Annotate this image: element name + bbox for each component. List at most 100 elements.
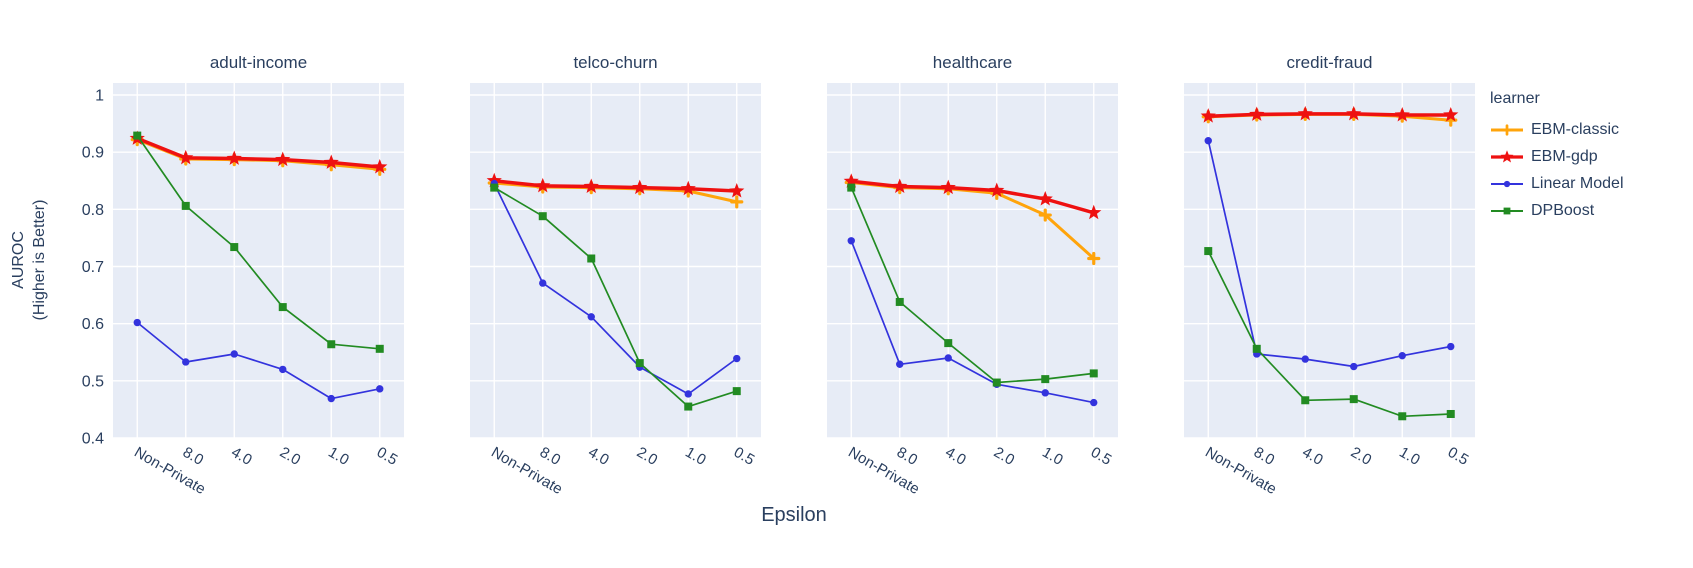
series-line-EBM-gdp	[136, 136, 380, 169]
y-axis-title-line2: (Higher is Better)	[31, 199, 48, 321]
series-line-DPBoost	[850, 187, 1094, 384]
legend: learner EBM-classic EBM-gdp Linear Model DP…	[1490, 90, 1624, 224]
x-tick-label: 8.0	[1251, 444, 1278, 469]
x-tick-label: 4.0	[585, 444, 612, 469]
circle-marker	[182, 358, 190, 366]
x-tick-label: 8.0	[894, 444, 921, 469]
star-marker	[323, 154, 339, 169]
x-tick-label: 1.0	[325, 444, 352, 469]
star-marker	[729, 183, 745, 198]
square-marker	[327, 340, 336, 349]
star-marker	[226, 150, 242, 165]
x-tick-label: 1.0	[1039, 444, 1066, 469]
y-tick-label: 0.9	[82, 145, 104, 162]
square-marker	[230, 243, 239, 252]
star-marker	[372, 159, 388, 174]
circle-marker	[133, 318, 141, 327]
legend-items: EBM-classic EBM-gdp Linear Model DPBoost	[1490, 116, 1624, 224]
x-tick-label: 0.5	[1445, 444, 1472, 469]
x-tick-label: 2.0	[277, 444, 304, 469]
circle-marker	[539, 279, 547, 287]
y-tick-label: 0.5	[82, 373, 104, 390]
legend-title: learner	[1490, 90, 1540, 107]
legend-item-label: DPBoost	[1531, 201, 1595, 219]
square-marker	[278, 303, 287, 312]
square-marker	[587, 254, 596, 263]
y-axis-title-line1: AUROC	[10, 231, 27, 289]
star-marker	[1086, 204, 1102, 220]
plus-legend-swatch	[1491, 123, 1523, 136]
circle-marker	[1204, 137, 1212, 145]
series-line-Linear Model	[136, 321, 380, 400]
square-marker	[1204, 247, 1213, 256]
x-tick-label: 4.0	[1299, 444, 1326, 469]
square-marker	[732, 387, 741, 396]
series-line-DPBoost	[493, 186, 738, 408]
legend-item-EBM-gdp[interactable]: EBM-gdp	[1490, 143, 1624, 170]
series-line-Linear Model	[493, 183, 738, 395]
plus-marker	[1087, 251, 1101, 266]
x-tick-label: 4.0	[228, 444, 255, 469]
star-marker	[1346, 105, 1362, 121]
plus-marker	[1501, 123, 1513, 136]
star-marker	[535, 177, 551, 193]
legend-item-label: Linear Model	[1531, 174, 1624, 192]
plus-marker	[1038, 208, 1052, 222]
square-marker	[133, 131, 142, 140]
facet-title: credit-fraud	[1286, 53, 1373, 72]
facet-telco-churn: telco-churn Non-Private 8.0 4.0 2.0 1.0 0.5	[470, 53, 761, 498]
square-legend-swatch	[1491, 207, 1523, 214]
series-line-EBM-gdp	[494, 179, 737, 193]
series-line-Linear Model	[1207, 140, 1451, 368]
star-marker	[843, 173, 859, 188]
legend-item-label: EBM-classic	[1531, 120, 1620, 138]
y-tick-label: 0.4	[82, 431, 104, 448]
square-marker	[375, 344, 384, 353]
x-tick-label: 1.0	[682, 444, 709, 469]
series-line-EBM-gdp	[1208, 112, 1451, 118]
circle-marker	[1041, 389, 1049, 397]
facet-credit-fraud: credit-fraud Non-Private 8.0 4.0 2.0 1.0 0.5	[1184, 53, 1475, 498]
facet-title: telco-churn	[573, 53, 658, 72]
x-tick-label: 2.0	[991, 444, 1018, 469]
x-axis-title: Epsilon	[761, 504, 827, 526]
x-tick-label: 2.0	[634, 444, 661, 469]
circle-marker	[279, 365, 287, 374]
legend-item-label: EBM-gdp	[1531, 147, 1598, 165]
star-marker	[583, 178, 599, 193]
circle-marker	[1447, 342, 1455, 351]
plot-background	[827, 83, 1118, 438]
legend-item-DPBoost[interactable]: DPBoost	[1490, 197, 1624, 224]
x-tick-label: 1.0	[1396, 444, 1423, 469]
star-marker	[178, 149, 194, 165]
star-marker	[892, 178, 908, 193]
star-marker	[1443, 107, 1459, 122]
circle-marker	[847, 237, 855, 245]
star-marker	[1394, 107, 1410, 122]
circle-marker	[684, 390, 692, 398]
star-marker	[1249, 106, 1265, 121]
facet-healthcare: healthcare Non-Private 8.0 4.0 2.0 1.0 0.5	[827, 53, 1118, 498]
facet-title: adult-income	[209, 53, 308, 72]
square-marker	[1041, 375, 1050, 384]
y-tick-label: 0.6	[82, 316, 104, 333]
circle-marker	[376, 385, 384, 393]
legend-item-EBM-classic[interactable]: EBM-classic	[1490, 116, 1624, 143]
circle-marker	[1350, 362, 1358, 371]
star-marker	[632, 179, 648, 195]
circle-marker	[1301, 355, 1309, 363]
y-tick-label: 0.8	[82, 202, 104, 219]
circle-marker	[1503, 180, 1511, 187]
series-line-EBM-gdp	[851, 179, 1095, 215]
facet-adult-income: adult-income Non-Private 8.0 4.0 2.0 1.0 0.5 1 0…	[82, 53, 404, 498]
square-marker	[1349, 395, 1358, 404]
facet-title: healthcare	[932, 53, 1013, 72]
square-marker	[1252, 344, 1261, 353]
star-marker	[989, 182, 1005, 197]
square-marker	[1089, 369, 1098, 378]
legend-item-Linear Model[interactable]: Linear Model	[1490, 170, 1624, 197]
series-line-DPBoost	[136, 135, 380, 350]
